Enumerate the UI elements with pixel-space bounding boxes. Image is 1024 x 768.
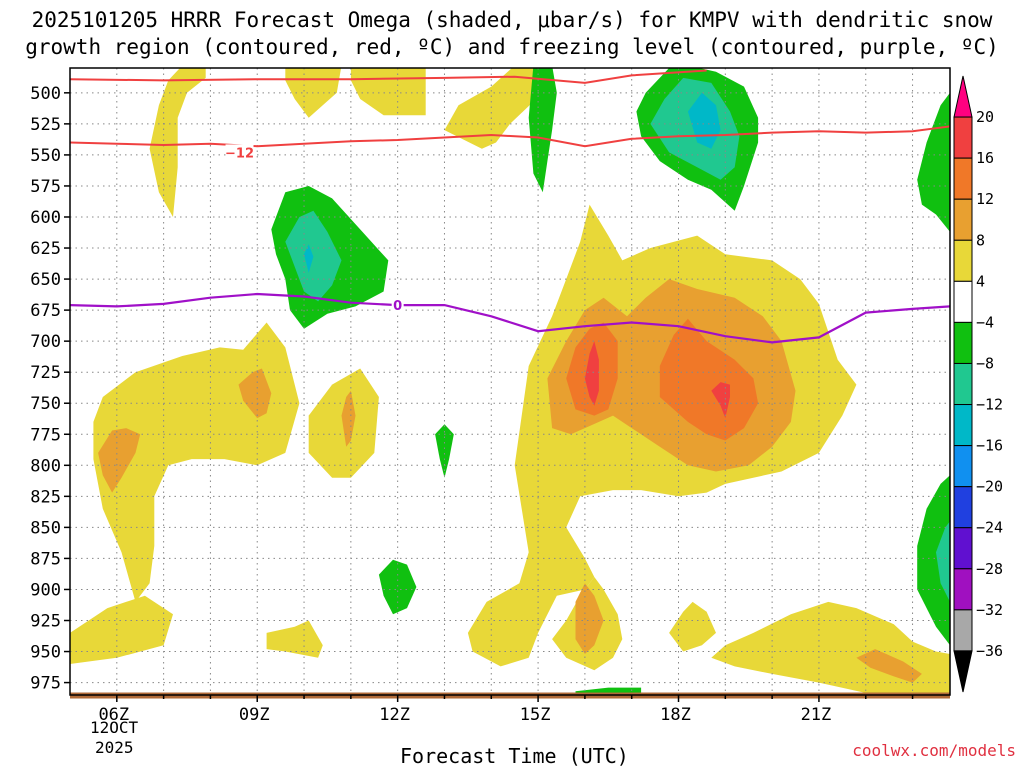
- omega-region-orange-dark: [659, 318, 759, 441]
- omega-region-yellow: [70, 595, 173, 664]
- temperature-contours: [70, 69, 950, 344]
- y-tick-label: 675: [30, 301, 61, 321]
- colorbar-segment: [953, 486, 973, 529]
- y-tick-label: 525: [30, 115, 61, 135]
- y-tick-label: 825: [30, 487, 61, 507]
- colorbar-segment: [953, 280, 973, 323]
- colorbar-segment: [953, 321, 973, 364]
- colorbar-label: 16: [976, 149, 994, 167]
- colorbar-segment: [953, 239, 973, 282]
- y-tick-label: 700: [30, 332, 61, 352]
- y-tick-label: 625: [30, 239, 61, 259]
- omega-region-green: [917, 475, 950, 646]
- colorbar-label: 8: [976, 231, 985, 249]
- omega-region-orange: [856, 649, 922, 683]
- colorbar-label: −28: [976, 560, 1003, 578]
- colorbar-label: 20: [976, 108, 994, 126]
- x-axis: 06Z 09Z 12Z 15Z 18Z 21Z: [98, 695, 914, 725]
- colorbar-segment: [953, 568, 973, 611]
- colorbar-label: −16: [976, 437, 1003, 455]
- plot-frame: [69, 67, 951, 696]
- contour-label-background: [391, 297, 404, 313]
- colorbar-segment: [953, 445, 973, 488]
- colorbar-label: −8: [976, 354, 994, 372]
- y-tick-label: 550: [30, 146, 61, 166]
- y-tick-label: 975: [30, 674, 61, 694]
- colorbar-label: −24: [976, 519, 1003, 537]
- omega-region-orange: [98, 428, 141, 493]
- omega-region-green: [378, 559, 417, 615]
- site-credit: coolwx.com/models: [852, 741, 1016, 760]
- omega-region-yellow: [266, 620, 323, 658]
- omega-shading: [70, 68, 950, 695]
- colorbar-label: −4: [976, 313, 994, 331]
- omega-region-green: [528, 68, 557, 193]
- colorbar-segment: [953, 527, 973, 570]
- y-tick-label: 750: [30, 394, 61, 414]
- omega-region-teal: [285, 210, 342, 302]
- x-tick-label: 15Z: [520, 705, 551, 725]
- colorbar-label: −32: [976, 601, 1003, 619]
- y-tick-label: 775: [30, 425, 61, 445]
- colorbar-label: 4: [976, 272, 985, 290]
- grid-lines: [70, 68, 950, 695]
- y-tick-label: 925: [30, 612, 61, 632]
- colorbar: 20 16 12 8 4 −4 −8 −12 −16 −20 −24 −28 −32 −36: [953, 75, 1003, 693]
- omega-region-yellow: [669, 601, 716, 652]
- omega-region-orange: [575, 583, 604, 654]
- omega-region-yellow: [444, 68, 552, 149]
- date-label-day: 12OCT: [90, 718, 139, 737]
- colorbar-bottom-arrow: [953, 650, 973, 693]
- y-tick-label: 950: [30, 643, 61, 663]
- omega-region-yellow: [149, 68, 206, 217]
- contour-label-background: [225, 144, 254, 160]
- freezing-level-label: 0: [393, 299, 402, 314]
- colorbar-segment: [953, 404, 973, 447]
- y-tick-label: 650: [30, 270, 61, 290]
- chart-title-line2: growth region (contoured, red, ºC) and f…: [25, 35, 999, 59]
- omega-region-green: [435, 424, 454, 478]
- y-tick-label: 575: [30, 177, 61, 197]
- omega-region-cyan: [304, 244, 314, 273]
- x-tick-label: 09Z: [239, 705, 270, 725]
- colorbar-label: −12: [976, 396, 1003, 414]
- y-tick-label: 875: [30, 549, 61, 569]
- y-tick-label: 600: [30, 208, 61, 228]
- colorbar-segment: [953, 116, 973, 159]
- omega-region-orange: [238, 368, 272, 419]
- colorbar-segment: [953, 198, 973, 241]
- x-tick-label: 06Z: [98, 705, 129, 725]
- y-tick-label: 850: [30, 518, 61, 538]
- omega-region-orange: [341, 390, 356, 447]
- omega-region-red: [584, 341, 599, 406]
- date-label-year: 2025: [95, 738, 134, 757]
- colorbar-segment: [953, 362, 973, 406]
- x-axis-title: Forecast Time (UTC): [400, 744, 629, 768]
- colorbar-top-arrow: [953, 75, 973, 118]
- chart-title-line1: 2025101205 HRRR Forecast Omega (shaded, …: [31, 8, 993, 32]
- colorbar-label: −20: [976, 478, 1003, 496]
- y-tick-label: 800: [30, 456, 61, 476]
- colorbar-segment: [953, 609, 973, 652]
- omega-region-teal: [936, 521, 950, 602]
- y-tick-label: 725: [30, 363, 61, 383]
- contour-labels: −12 0: [225, 144, 404, 314]
- dendritic-isotherm-line: [70, 69, 707, 84]
- y-tick-label: 500: [30, 84, 61, 104]
- y-tick-label: 900: [30, 580, 61, 600]
- x-tick-label: 12Z: [379, 705, 410, 725]
- colorbar-segment: [953, 157, 973, 200]
- x-tick-label: 21Z: [801, 705, 832, 725]
- x-tick-label: 18Z: [660, 705, 691, 725]
- freezing-level-line: [70, 292, 950, 344]
- dendritic-isotherm-line: [70, 125, 950, 148]
- isotherm-label: −12: [225, 146, 254, 161]
- colorbar-label: 12: [976, 190, 994, 208]
- colorbar-label: −36: [976, 642, 1003, 660]
- y-axis: 500 525 550 575 600 625 650 675 700 725 750 775 800 8…: [30, 84, 70, 694]
